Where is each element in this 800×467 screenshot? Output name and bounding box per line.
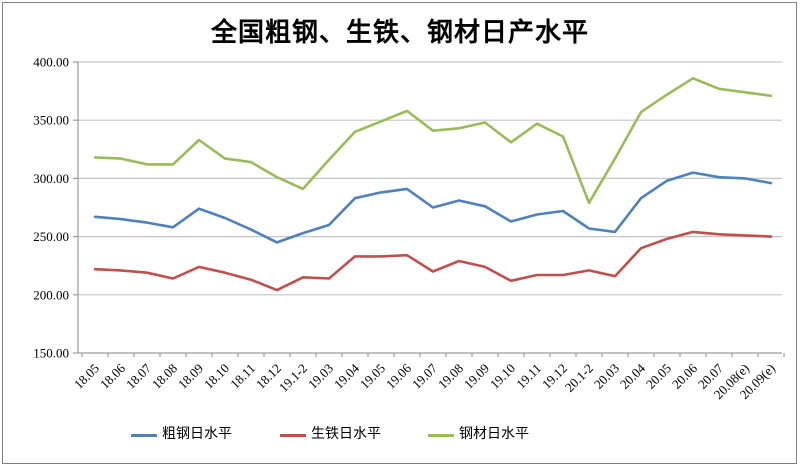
legend-line-swatch (428, 433, 454, 437)
y-axis-label: 400.00 (33, 55, 69, 70)
legend-item-steel-products: 钢材日水平 (428, 424, 529, 446)
legend-label: 钢材日水平 (459, 427, 529, 442)
x-axis-label: 20.04 (617, 360, 649, 392)
x-axis-label: 19.07 (409, 360, 441, 392)
x-axis-label: 18.05 (71, 361, 102, 392)
x-axis-label: 18.10 (201, 361, 232, 392)
x-axis-label: 19.05 (357, 361, 388, 392)
x-axis-label: 19.11 (513, 361, 544, 392)
x-axis-label: 19.06 (383, 360, 415, 392)
x-axis-label: 19.03 (305, 361, 336, 392)
series-line-1 (93, 230, 773, 292)
y-axis-label: 200.00 (33, 287, 69, 302)
x-axis-label: 19.04 (331, 360, 363, 392)
x-axis-label: 20.06 (669, 360, 701, 392)
x-axis-label: 20.05 (643, 361, 674, 392)
y-axis-label: 300.00 (33, 171, 69, 186)
x-axis-label: 20.03 (591, 361, 622, 392)
legend-label: 生铁日水平 (311, 427, 381, 442)
series-line-2 (93, 77, 773, 205)
x-axis-label: 18.06 (97, 360, 129, 392)
x-axis-label: 19.09 (461, 361, 492, 392)
legend-item-crude-steel: 粗钢日水平 (131, 424, 232, 446)
x-axis-label: 18.07 (123, 360, 155, 392)
x-axis-label: 18.09 (175, 361, 206, 392)
y-axis-label: 250.00 (33, 229, 69, 244)
legend-label: 粗钢日水平 (162, 427, 232, 442)
x-axis-label: 18.11 (227, 361, 258, 392)
x-axis-label: 19.08 (435, 361, 466, 392)
chart-legend: 粗钢日水平 生铁日水平 钢材日水平 (0, 424, 800, 446)
x-axis-label: 19.1-2 (276, 361, 310, 395)
y-axis-label: 350.00 (33, 113, 69, 128)
legend-line-swatch (280, 433, 306, 437)
legend-line-swatch (131, 433, 157, 437)
chart-title: 全国粗钢、生铁、钢材日产水平 (210, 18, 589, 47)
legend-item-pig-iron: 生铁日水平 (280, 424, 381, 446)
x-axis-label: 20.1-2 (562, 361, 596, 395)
x-axis-label: 18.08 (149, 361, 180, 392)
y-axis-label: 150.00 (33, 346, 69, 361)
x-axis-label: 19.10 (487, 361, 518, 392)
series-line-0 (93, 171, 773, 244)
